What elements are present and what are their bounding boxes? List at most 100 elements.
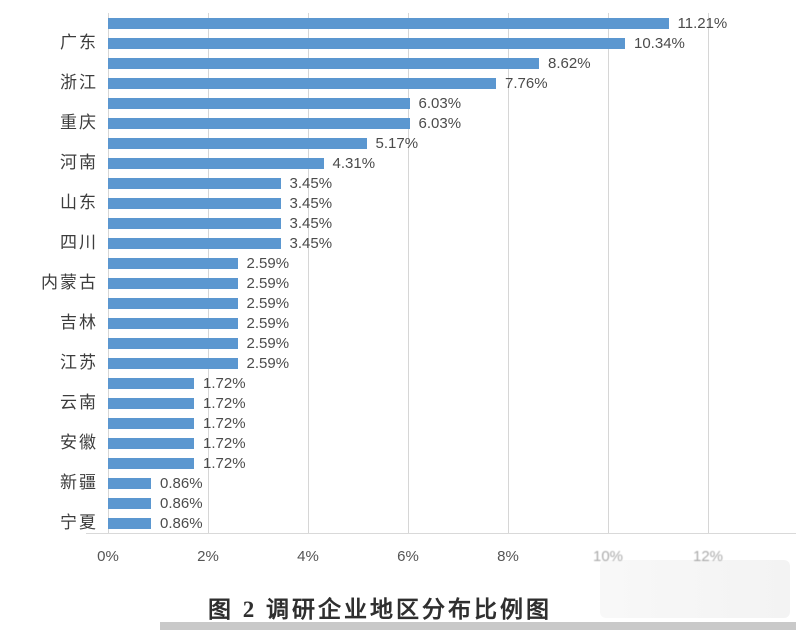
gridline	[508, 13, 509, 533]
bar-row: 0.86%	[108, 493, 708, 513]
bar-row: 2.59%	[108, 353, 708, 373]
x-tick-label: 4%	[297, 548, 319, 565]
bar-row: 2.59%	[108, 313, 708, 333]
bar	[108, 217, 281, 229]
y-axis-label: 浙江	[60, 73, 98, 92]
y-axis-label: 内蒙古	[41, 273, 98, 292]
y-axis-label: 四川	[60, 233, 98, 252]
value-label: 1.72%	[203, 454, 246, 472]
bar-row: 10.34%	[108, 33, 708, 53]
bar	[108, 197, 281, 209]
bar-row: 3.45%	[108, 213, 708, 233]
y-axis-label: 广东	[60, 33, 98, 52]
bar	[108, 237, 281, 249]
value-label: 1.72%	[203, 434, 246, 452]
bar-row: 3.45%	[108, 173, 708, 193]
value-label: 6.03%	[418, 94, 462, 112]
bar-row: 2.59%	[108, 253, 708, 273]
value-label: 7.76%	[505, 74, 548, 92]
y-axis-label: 新疆	[60, 473, 98, 492]
bar-row: 1.72%	[108, 393, 708, 413]
bar-row: 3.45%	[108, 233, 708, 253]
value-label: 2.59%	[246, 254, 290, 272]
bar-row: 1.72%	[108, 373, 708, 393]
bar-row: 6.03%	[108, 93, 708, 113]
bar-row: 1.72%	[108, 453, 708, 473]
bar	[108, 57, 539, 69]
bar	[108, 477, 151, 489]
gridline	[308, 13, 309, 533]
bar	[108, 377, 194, 389]
y-axis-label: 重庆	[60, 113, 98, 132]
bar-row: 5.17%	[108, 133, 708, 153]
value-label: 2.59%	[246, 274, 290, 292]
value-label: 2.59%	[246, 314, 290, 332]
x-axis-line	[86, 533, 796, 534]
value-label: 3.45%	[289, 174, 333, 192]
bar	[108, 457, 194, 469]
bar-row: 3.45%	[108, 193, 708, 213]
value-label: 1.72%	[203, 374, 246, 392]
value-label: 3.45%	[289, 194, 333, 212]
bar-row: 2.59%	[108, 293, 708, 313]
gridline	[208, 13, 209, 533]
x-tick-label: 2%	[197, 548, 219, 565]
gridline	[608, 13, 609, 533]
bar-row: 11.21%	[108, 13, 727, 33]
value-label: 0.86%	[160, 514, 203, 532]
bar	[108, 37, 625, 49]
x-tick-label: 0%	[97, 548, 119, 565]
value-label: 4.31%	[332, 154, 376, 172]
bar-row: 6.03%	[108, 113, 708, 133]
bar	[108, 397, 194, 409]
value-label: 8.62%	[548, 54, 591, 72]
bar-row: 8.62%	[108, 53, 708, 73]
x-axis: 0% 2% 4% 6% 8% 10% 12%	[97, 547, 723, 567]
bar-row: 2.59%	[108, 333, 708, 353]
y-axis-label: 安徽	[60, 433, 98, 452]
bar	[108, 17, 669, 29]
bar-row: 7.76%	[108, 73, 708, 93]
bar-row: 0.86%	[108, 513, 708, 533]
y-axis-label: 河南	[60, 153, 98, 172]
x-tick-label: 8%	[497, 548, 519, 565]
value-label: 2.59%	[246, 354, 290, 372]
chart-caption: 图 2 调研企业地区分布比例图	[208, 597, 552, 622]
bar-row: 2.59%	[108, 273, 708, 293]
bar	[108, 517, 151, 529]
bar	[108, 117, 410, 129]
bar	[108, 157, 324, 169]
watermark-ghost	[600, 560, 790, 618]
y-axis-label: 云南	[60, 393, 98, 412]
bar	[108, 77, 496, 89]
bar	[108, 317, 238, 329]
bar-row: 0.86%	[108, 473, 708, 493]
x-tick-label: 10%	[592, 548, 624, 565]
bar-row: 1.72%	[108, 433, 708, 453]
bottom-edge-strip	[160, 622, 796, 630]
value-label: 1.72%	[203, 394, 246, 412]
bar	[108, 297, 238, 309]
bar	[108, 277, 238, 289]
value-label: 3.45%	[289, 214, 333, 232]
bar	[108, 357, 238, 369]
bar	[108, 337, 238, 349]
value-label: 10.34%	[634, 34, 685, 52]
y-axis-label: 吉林	[60, 313, 98, 332]
bar-row: 1.72%	[108, 413, 708, 433]
bar	[108, 417, 194, 429]
gridline	[408, 13, 409, 533]
plot-area: 11.21% 10.34% 8.62% 7.76% 6.03% 6.03% 5.17% 4.3…	[108, 13, 727, 533]
gridline	[708, 13, 709, 533]
value-label: 2.59%	[246, 334, 290, 352]
value-label: 0.86%	[160, 494, 203, 512]
y-axis-label: 宁夏	[60, 513, 98, 532]
value-label: 11.21%	[677, 14, 728, 32]
bar	[108, 437, 194, 449]
bar	[108, 257, 238, 269]
value-label: 6.03%	[418, 114, 462, 132]
gridline	[108, 13, 109, 533]
value-label: 0.86%	[160, 474, 203, 492]
